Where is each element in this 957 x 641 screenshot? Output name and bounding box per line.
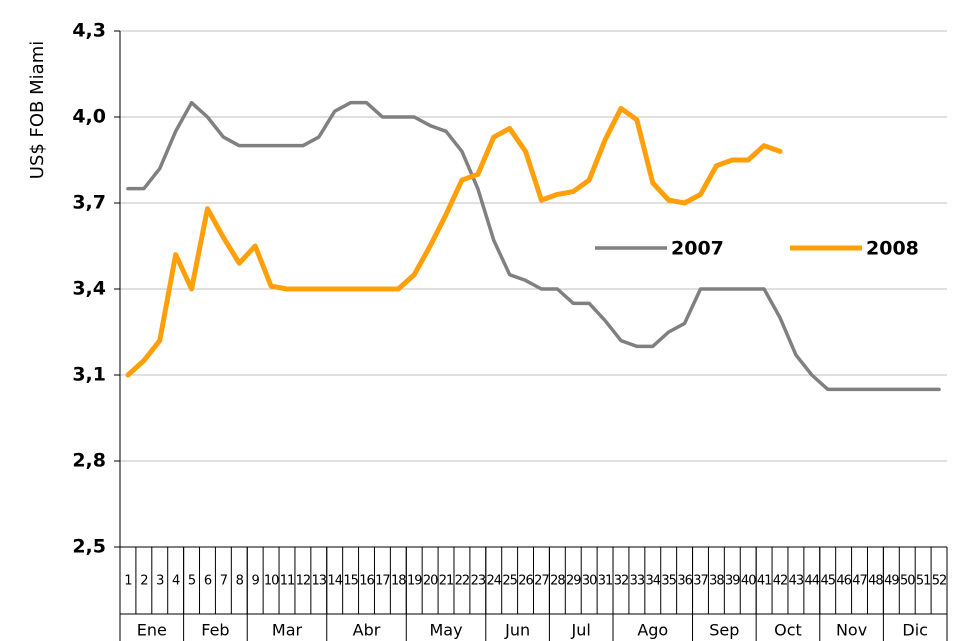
x-tick-label: 43 (789, 574, 804, 589)
x-tick-label: 22 (455, 574, 470, 589)
x-tick-label: 48 (868, 574, 883, 589)
x-tick-label: 13 (312, 574, 327, 589)
month-label: May (429, 621, 462, 640)
month-label: Feb (201, 621, 229, 640)
x-tick-label: 27 (534, 574, 549, 589)
x-tick-label: 49 (884, 574, 899, 589)
x-tick-label: 46 (836, 574, 851, 589)
x-tick-label: 42 (773, 574, 788, 589)
y-tick-label: 3,1 (72, 364, 106, 386)
x-tick-label: 32 (614, 574, 629, 589)
x-tick-label: 7 (220, 574, 228, 589)
x-tick-label: 10 (264, 574, 279, 589)
y-tick-label: 4,0 (72, 106, 106, 128)
x-tick-label: 38 (709, 574, 724, 589)
x-tick-label: 3 (156, 574, 164, 589)
x-tick-label: 51 (916, 574, 931, 589)
x-tick-label: 30 (582, 574, 597, 589)
month-label: Mar (272, 621, 303, 640)
legend-label: 2007 (671, 238, 724, 260)
x-tick-label: 14 (327, 574, 342, 589)
x-tick-label: 21 (439, 574, 454, 589)
y-tick-label: 3,7 (72, 192, 106, 214)
series-line (126, 100, 941, 392)
month-label: Sep (709, 621, 739, 640)
month-label: Jul (571, 621, 591, 640)
x-tick-label: 35 (661, 574, 676, 589)
x-tick-label: 2 (140, 574, 147, 589)
month-label: Oct (774, 621, 802, 640)
x-tick-label: 1 (124, 574, 132, 589)
month-label: Ago (637, 621, 668, 640)
y-tick-label: 2,8 (72, 450, 106, 472)
x-tick-label: 45 (820, 574, 835, 589)
x-tick-label: 24 (486, 574, 501, 589)
x-tick-label: 6 (204, 574, 212, 589)
x-tick-label: 44 (805, 574, 820, 589)
x-tick-label: 37 (693, 574, 708, 589)
x-tick-label: 25 (502, 574, 517, 589)
y-tick-label: 4,3 (72, 20, 106, 42)
x-tick-label: 5 (188, 574, 196, 589)
x-tick-label: 19 (407, 574, 422, 589)
x-tick-label: 31 (598, 574, 613, 589)
x-tick-label: 16 (359, 574, 374, 589)
y-tick-label: 3,4 (72, 278, 106, 300)
x-tick-label: 15 (343, 574, 358, 589)
x-tick-label: 50 (900, 574, 915, 589)
x-tick-label: 28 (550, 574, 565, 589)
x-tick-label: 20 (423, 574, 438, 589)
y-axis-title: US$ FOB Miami (27, 41, 48, 179)
x-tick-label: 29 (566, 574, 581, 589)
x-tick-label: 26 (518, 574, 533, 589)
x-tick-label: 39 (725, 574, 740, 589)
x-tick-label: 47 (852, 574, 867, 589)
x-tick-label: 11 (280, 574, 295, 589)
x-tick-label: 40 (741, 574, 756, 589)
x-tick-label: 17 (375, 574, 390, 589)
x-tick-label: 34 (646, 574, 661, 589)
legend-label: 2008 (866, 238, 919, 260)
x-tick-label: 9 (252, 574, 260, 589)
x-tick-label: 23 (471, 574, 486, 589)
month-label: Abr (353, 621, 381, 640)
y-tick-label: 2,5 (72, 536, 106, 558)
month-label: Dic (902, 621, 928, 640)
x-tick-label: 4 (172, 574, 180, 589)
x-tick-label: 12 (296, 574, 311, 589)
x-tick-label: 18 (391, 574, 406, 589)
x-tick-label: 52 (932, 574, 947, 589)
series-line (125, 105, 783, 378)
x-tick-label: 36 (677, 574, 692, 589)
month-label: Nov (836, 621, 867, 640)
x-tick-label: 8 (236, 574, 244, 589)
x-tick-label: 41 (757, 574, 772, 589)
month-label: Ene (137, 621, 167, 640)
month-label: Jun (504, 621, 530, 640)
x-tick-label: 33 (630, 574, 645, 589)
